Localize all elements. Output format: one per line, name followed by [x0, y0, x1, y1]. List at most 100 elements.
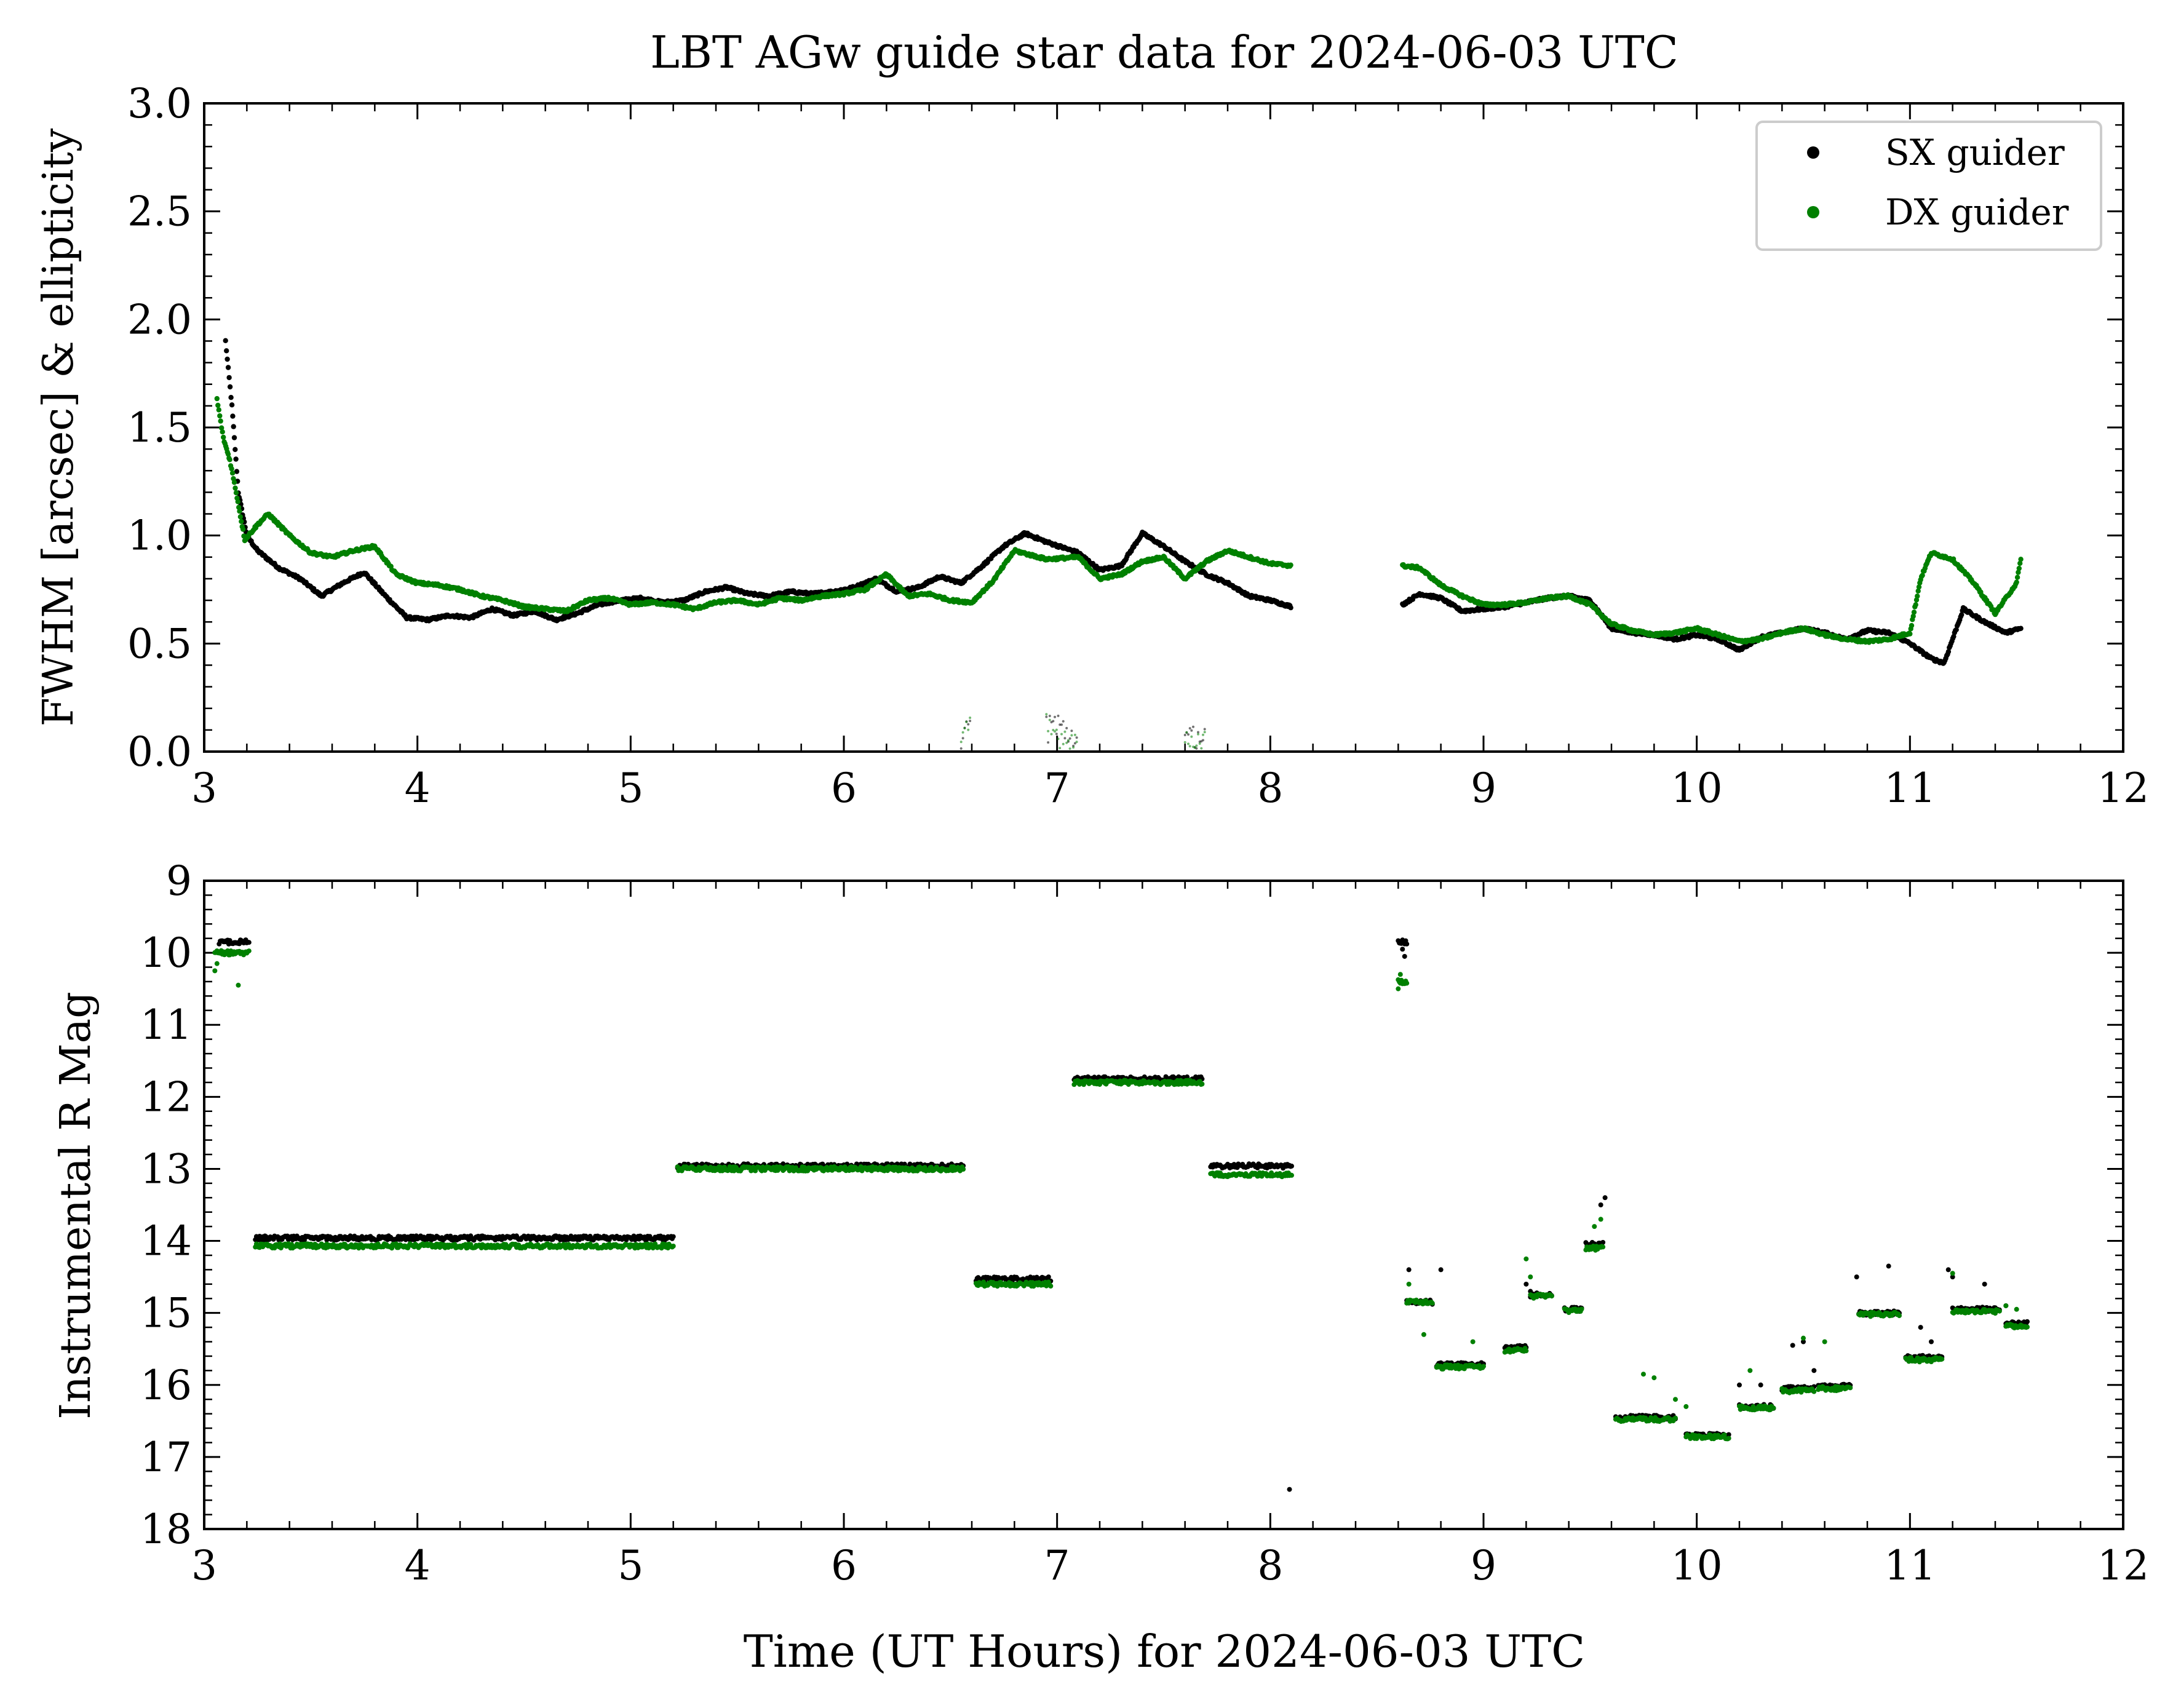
dx-guider-ellipticity-point	[1202, 733, 1204, 736]
dx-guider-ellipticity-point	[1063, 730, 1067, 733]
fwhm-x-tick-label: 12	[2097, 765, 2149, 812]
mag-y-tick-label: 12	[140, 1073, 192, 1121]
dx-guider-ellipticity-point	[1062, 742, 1065, 745]
dx-guider-fwhm-point	[218, 418, 223, 424]
sx-guider-ellipticity-point	[1187, 733, 1190, 736]
dx-guider-fwhm-point	[237, 509, 242, 514]
fwhm-y-tick-label: 0.0	[127, 728, 192, 776]
dx-guider-ellipticity-point	[1048, 718, 1051, 721]
dx-guider-fwhm-point	[1288, 562, 1293, 568]
dx-guider-ellipticity-point	[1057, 737, 1060, 741]
fwhm-x-tick-label: 4	[405, 765, 431, 812]
fwhm-y-tick-label: 2.5	[127, 188, 192, 236]
sx-guider-fwhm-point	[2018, 626, 2024, 631]
dx-guider-fwhm-point	[229, 466, 234, 472]
fwhm-y-tick-label: 1.0	[127, 512, 192, 560]
mag-x-tick-label: 9	[1471, 1542, 1496, 1589]
fwhm-x-tick-label: 10	[1671, 765, 1723, 812]
dx-guider-fwhm-point	[229, 471, 236, 476]
sx-guider-fwhm-point	[230, 413, 236, 419]
fwhm-y-tick-label: 2.0	[127, 296, 192, 343]
mag-y-tick-label: 16	[140, 1362, 192, 1409]
fwhm-series-layer	[214, 338, 2024, 750]
dx-guider-ellipticity-point	[1183, 741, 1186, 744]
dx-guider-fwhm-point	[214, 395, 220, 402]
dx-guider-ellipticity-point	[1195, 744, 1198, 747]
dx-guider-ellipticity-point	[1067, 739, 1070, 742]
mag-y-tick-label: 10	[140, 929, 192, 977]
dx-guider-fwhm-point	[239, 518, 244, 524]
mag-x-tick-label: 8	[1257, 1542, 1283, 1589]
dx-guider-fwhm-point	[217, 413, 223, 419]
sx-guider-ellipticity-point	[1057, 714, 1060, 717]
sx-guider-ellipticity-point	[1192, 725, 1194, 728]
dx-guider-ellipticity-point	[1060, 733, 1063, 736]
dx-guider-ellipticity-point	[1203, 731, 1206, 734]
mag-y-tick-label: 17	[140, 1434, 192, 1481]
dx-guider-fwhm-point	[1911, 610, 1917, 615]
sx-guider-ellipticity-point	[1068, 737, 1071, 740]
mag-x-tick-label: 3	[191, 1542, 217, 1589]
sx-guider-ellipticity-point	[1203, 728, 1206, 731]
dx-guider-ellipticity-point	[1190, 735, 1193, 738]
dx-guider-fwhm-point	[220, 429, 225, 435]
fwhm-x-tick-label: 6	[831, 765, 857, 812]
sx-guider-ellipticity-point	[1062, 720, 1065, 723]
sx-guider-fwhm-point	[228, 395, 234, 400]
fwhm-y-tick-label: 3.0	[127, 80, 192, 127]
dx-guider-ellipticity-point	[1200, 747, 1203, 750]
dx-guider-ellipticity-point	[1072, 746, 1075, 749]
sx-guider-magnitude-point	[246, 940, 252, 945]
sx-guider-ellipticity-point	[1065, 726, 1068, 729]
dx-guider-fwhm-point	[233, 490, 239, 496]
dx-guider-ellipticity-point	[1198, 742, 1201, 745]
dx-guider-fwhm-point	[1907, 631, 1913, 637]
dx-guider-ellipticity-point	[1065, 741, 1068, 744]
dx-guider-ellipticity-point	[961, 731, 964, 734]
dx-guider-ellipticity-point	[1073, 733, 1076, 736]
dx-guider-ellipticity-point	[969, 717, 972, 719]
fwhm-y-axis-label: FWHM [arcsec] & ellipticity	[34, 128, 83, 726]
sx-guider-ellipticity-point	[1190, 729, 1193, 732]
mag-y-tick-label: 11	[140, 1001, 192, 1049]
sx-guider-fwhm-point	[231, 424, 236, 429]
dx-guider-ellipticity-point	[967, 728, 970, 731]
dx-guider-fwhm-point	[232, 485, 238, 491]
dx-guider-ellipticity-point	[1187, 742, 1190, 745]
sx-guider-ellipticity-point	[1045, 715, 1048, 718]
sx-guider-fwhm-point	[225, 365, 231, 370]
dx-guider-fwhm-point	[2014, 574, 2020, 580]
dx-guider-ellipticity-point	[1185, 731, 1188, 734]
mag-x-tick-label: 6	[831, 1542, 857, 1589]
dx-guider-ellipticity-point	[1047, 729, 1050, 733]
mag-y-tick-label: 13	[140, 1145, 192, 1193]
sx-guider-ellipticity-point	[1183, 734, 1186, 736]
dx-guider-fwhm-point	[2018, 557, 2024, 562]
legend-marker-sx	[1807, 146, 1819, 159]
sx-guider-ellipticity-point	[1063, 737, 1067, 740]
sx-guider-magnitude-point	[670, 1234, 676, 1239]
fwhm-x-tick-label: 5	[618, 765, 643, 812]
fwhm-x-tick-label: 11	[1884, 765, 1936, 812]
mag-y-tick-label: 14	[140, 1218, 192, 1265]
dx-guider-ellipticity-point	[1197, 733, 1199, 736]
dx-guider-fwhm-point	[221, 434, 226, 440]
fwhm-x-tick-label: 9	[1471, 765, 1496, 812]
dx-guider-fwhm-point	[231, 480, 237, 485]
legend-label-sx: SX guider	[1885, 132, 2065, 173]
fwhm-x-tick-label: 7	[1044, 765, 1070, 812]
dx-guider-fwhm-point	[1913, 602, 1918, 608]
sx-guider-ellipticity-point	[1055, 733, 1058, 736]
dx-guider-ellipticity-point	[1045, 713, 1048, 716]
legend: SX guider DX guider	[1755, 121, 2102, 251]
dx-guider-fwhm-point	[1909, 622, 1915, 629]
sx-guider-ellipticity-point	[1188, 727, 1191, 730]
fwhm-axis-ticks	[203, 102, 2124, 753]
sx-guider-fwhm-point	[1288, 605, 1293, 611]
dx-guider-fwhm-point	[235, 499, 240, 504]
fwhm-x-tick-label: 3	[191, 765, 217, 812]
figure-title: LBT AGw guide star data for 2024-06-03 U…	[650, 26, 1678, 78]
sx-guider-ellipticity-point	[961, 737, 964, 740]
